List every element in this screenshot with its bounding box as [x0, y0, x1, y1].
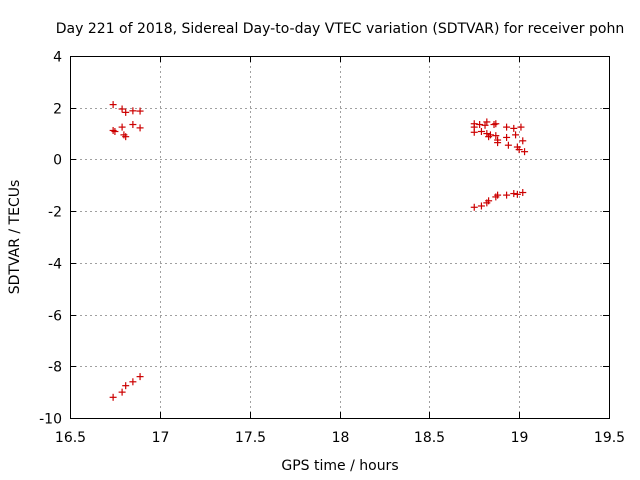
data-point: [512, 131, 520, 139]
data-point: [513, 190, 521, 198]
data-point: [129, 378, 137, 386]
data-point: [120, 131, 128, 139]
data-point: [515, 146, 523, 154]
axis-ticks: 16.5 17 17.5 18 18.5 19 19.5 -10 -8 -6 -4 -2 0 2 4: [39, 50, 625, 447]
y-axis-label: SDTVAR / TECUs: [7, 180, 23, 295]
data-point: [136, 373, 144, 381]
y-tick-label: 4: [53, 50, 62, 66]
data-point: [470, 128, 478, 136]
x-tick-label: 18: [332, 430, 350, 446]
x-tick-label: 17.5: [235, 430, 266, 446]
data-point: [486, 131, 494, 139]
data-point: [470, 203, 478, 211]
data-point: [490, 121, 498, 129]
data-point: [510, 190, 518, 198]
data-point: [118, 123, 126, 131]
y-tick-label: -4: [48, 257, 62, 273]
data-point: [485, 133, 493, 141]
y-tick-label: -8: [48, 360, 62, 376]
data-point: [519, 189, 527, 197]
x-axis-label: GPS time / hours: [281, 458, 398, 474]
data-point: [476, 121, 484, 129]
y-tick-label: -6: [48, 309, 62, 325]
x-tick-label: 19.5: [594, 430, 625, 446]
data-point: [477, 202, 485, 210]
data-point: [483, 118, 491, 126]
data-point: [485, 197, 493, 205]
x-tick-label: 17: [152, 430, 170, 446]
data-point: [118, 388, 126, 396]
data-points: [109, 101, 529, 401]
y-tick-label: -2: [48, 205, 62, 221]
data-point: [111, 128, 119, 136]
data-point: [109, 393, 117, 401]
data-point: [517, 123, 525, 131]
data-point: [503, 133, 511, 141]
chart-title: Day 221 of 2018, Sidereal Day-to-day VTE…: [56, 21, 624, 37]
data-point: [129, 121, 137, 129]
data-point: [118, 105, 126, 113]
data-point: [129, 107, 137, 115]
data-point: [122, 133, 130, 141]
data-point: [477, 128, 485, 136]
data-point: [109, 101, 117, 109]
x-tick-label: 19: [511, 430, 529, 446]
data-point: [109, 126, 117, 134]
x-tick-label: 16.5: [55, 430, 86, 446]
data-point: [136, 124, 144, 132]
data-point: [504, 141, 512, 149]
data-point: [494, 191, 502, 199]
x-tick-label: 18.5: [414, 430, 445, 446]
data-point: [521, 148, 529, 156]
data-point: [122, 382, 130, 390]
y-tick-label: 2: [53, 102, 62, 118]
data-point: [122, 108, 130, 116]
y-tick-label: 0: [53, 153, 62, 169]
data-point: [503, 123, 511, 131]
data-point: [481, 121, 489, 129]
data-point: [492, 193, 500, 201]
data-point: [492, 120, 500, 128]
data-point: [510, 124, 518, 132]
data-point: [494, 139, 502, 147]
data-point: [519, 137, 527, 145]
data-point: [136, 107, 144, 115]
data-point: [503, 191, 511, 199]
grid: [70, 56, 609, 418]
data-point: [492, 132, 500, 140]
y-tick-label: -10: [39, 412, 62, 428]
